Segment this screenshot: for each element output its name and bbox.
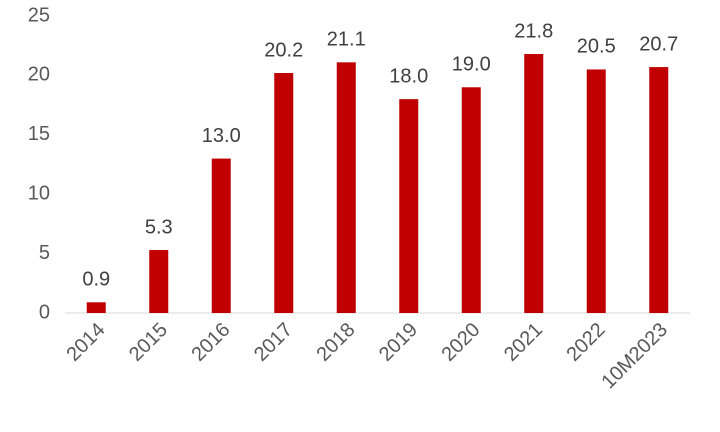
bar bbox=[149, 250, 169, 313]
bar bbox=[649, 67, 669, 313]
y-tick-label: 25 bbox=[28, 4, 50, 26]
value-label: 13.0 bbox=[202, 125, 241, 147]
x-tick-label: 2017 bbox=[250, 319, 297, 366]
y-tick-label: 5 bbox=[39, 242, 50, 264]
x-tick-label: 2015 bbox=[125, 319, 172, 366]
value-label: 19.0 bbox=[452, 54, 491, 76]
value-label: 20.7 bbox=[639, 33, 678, 55]
bar bbox=[211, 158, 231, 313]
bar bbox=[586, 69, 606, 314]
y-tick-label: 20 bbox=[28, 64, 50, 86]
bar bbox=[274, 73, 294, 313]
bar bbox=[399, 99, 419, 313]
x-tick-label: 2022 bbox=[562, 319, 609, 366]
x-tick-label: 2016 bbox=[187, 319, 234, 366]
x-tick-label: 2018 bbox=[312, 319, 359, 366]
bar bbox=[86, 302, 106, 313]
bar bbox=[461, 87, 481, 313]
bar bbox=[336, 62, 356, 313]
y-tick-label: 15 bbox=[28, 123, 50, 145]
value-label: 20.2 bbox=[264, 39, 303, 61]
y-tick-label: 10 bbox=[28, 182, 50, 204]
value-label: 21.1 bbox=[327, 29, 366, 51]
x-tick-label: 2019 bbox=[375, 319, 422, 366]
x-tick-label: 2020 bbox=[437, 319, 484, 366]
value-label: 5.3 bbox=[145, 216, 173, 238]
value-label: 20.5 bbox=[577, 36, 616, 58]
x-tick-label: 10M2023 bbox=[597, 319, 672, 394]
bar bbox=[524, 54, 544, 314]
y-tick-label: 0 bbox=[39, 301, 50, 323]
x-tick-label: 2014 bbox=[62, 319, 109, 366]
x-tick-label: 2021 bbox=[500, 319, 547, 366]
value-label: 18.0 bbox=[389, 65, 428, 87]
value-label: 0.9 bbox=[82, 269, 110, 291]
value-label: 21.8 bbox=[514, 20, 553, 42]
